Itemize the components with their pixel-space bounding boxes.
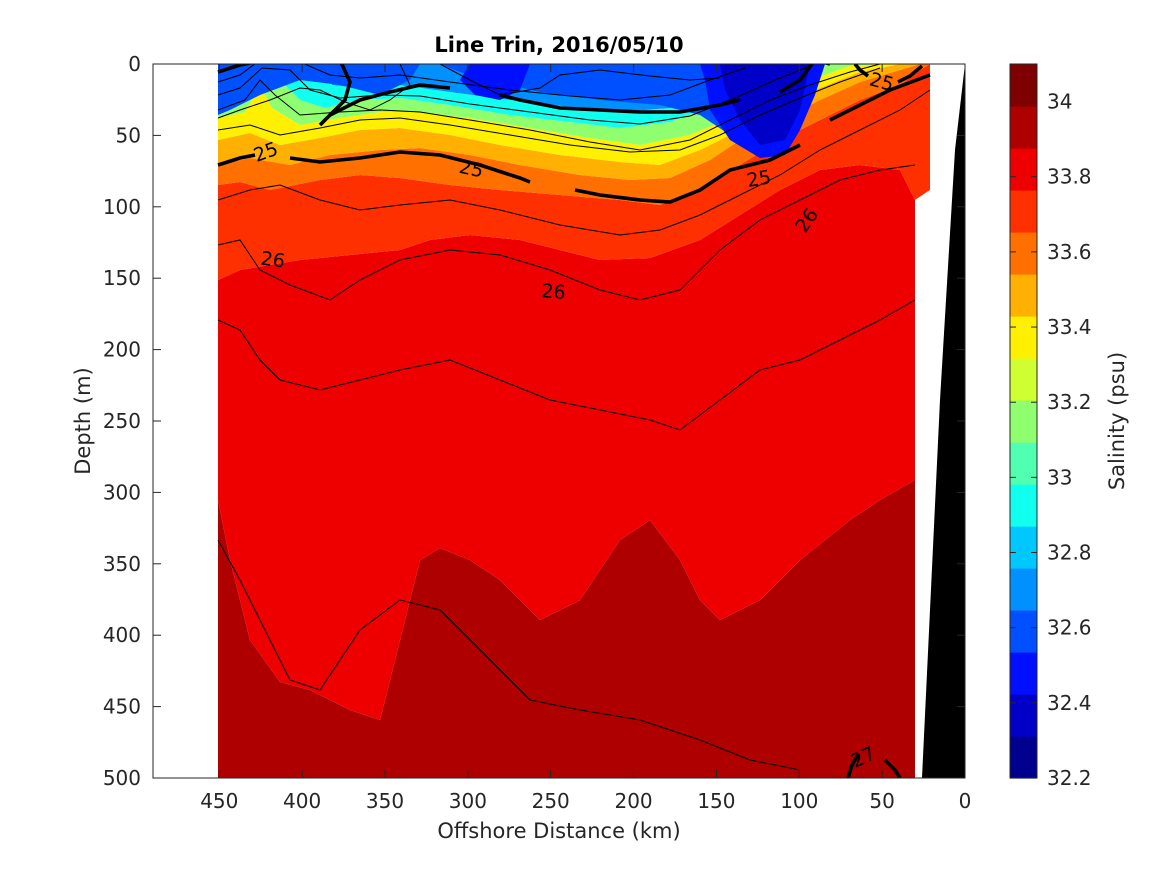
colorbar-swatch (1010, 274, 1037, 317)
contour-26-mid (289, 150, 531, 184)
salinity-band-32.2 (720, 64, 810, 145)
colorbar-tick-label: 32.6 (1047, 616, 1092, 640)
contour-label-25: 25 (457, 156, 485, 183)
salinity-band-34.0 (218, 480, 915, 778)
contour-label-25: 25 (745, 166, 773, 192)
plot-area: 25 25 25 25 26 26 26 27 (153, 64, 965, 778)
salinity-band-33.9 (218, 165, 915, 720)
colorbar-tick-label: 32.8 (1047, 541, 1092, 565)
contour-25-coast-east (897, 64, 924, 84)
y-tick-label: 250 (103, 409, 141, 433)
colorbar-tick-label: 33.8 (1047, 165, 1092, 189)
contour-27-east (883, 758, 902, 778)
y-tick-label: 200 (103, 338, 141, 362)
contour-26-west (217, 153, 256, 167)
contour-26-coast (829, 73, 931, 122)
colorbar-swatch (1010, 610, 1037, 653)
y-tick-label: 100 (103, 195, 141, 219)
y-axis: 0 50 100 150 200 250 300 350 400 450 500 (103, 52, 965, 790)
colorbar-tick-label: 33.6 (1047, 240, 1092, 264)
x-tick-label: 100 (780, 789, 818, 813)
colorbar-tick-label: 33.2 (1047, 390, 1092, 414)
colorbar-tick-label: 34 (1047, 90, 1072, 114)
x-axis: 450 400 350 300 250 200 150 100 50 0 (200, 64, 971, 813)
colorbar-swatch (1010, 106, 1037, 149)
x-tick-label: 450 (200, 789, 238, 813)
colorbar-swatch (1010, 526, 1037, 569)
colorbar-swatch (1010, 232, 1037, 275)
y-axis-label: Depth (m) (71, 367, 95, 474)
contour-26-east (574, 143, 801, 204)
contour-label-26: 26 (259, 247, 286, 272)
colorbar-tick-label: 33.4 (1047, 315, 1092, 339)
y-tick-label: 0 (128, 52, 141, 76)
colorbar-tick-label: 33 (1047, 465, 1072, 489)
salinity-band-33.7 (218, 64, 930, 205)
salinity-band-33.8 (218, 64, 930, 280)
colorbar-tick-label: 32.2 (1047, 766, 1092, 790)
x-tick-label: 0 (959, 789, 972, 813)
x-tick-label: 350 (366, 789, 404, 813)
x-axis-label: Offshore Distance (km) (437, 819, 680, 843)
contour-25-coast (779, 64, 830, 94)
colorbar-swatch (1010, 358, 1037, 401)
no-data-region-left (153, 64, 218, 778)
x-tick-label: 200 (614, 789, 652, 813)
bathymetry-shelf (922, 64, 965, 778)
bold-density-contours (217, 64, 931, 778)
colorbar-swatch (1010, 64, 1037, 107)
colorbar-frame (1009, 63, 1038, 779)
x-tick-label: 300 (449, 789, 487, 813)
y-tick-label: 350 (103, 552, 141, 576)
colorbar-swatch (1010, 190, 1037, 233)
contour-25-west (217, 64, 255, 74)
colorbar-swatch (1010, 400, 1037, 443)
colorbar-swatch (1010, 148, 1037, 191)
colorbar-swatch (1010, 442, 1037, 485)
chart-title: Line Trin, 2016/05/10 (434, 33, 683, 57)
y-tick-label: 300 (103, 480, 141, 504)
contour-label-26: 26 (541, 280, 567, 304)
salinity-band-33.5 (218, 64, 920, 180)
x-tick-label: 50 (869, 789, 894, 813)
colorbar-swatch (1010, 652, 1037, 695)
contour-25-east (499, 93, 741, 114)
x-tick-label: 400 (283, 789, 321, 813)
colorbar-swatch (1010, 568, 1037, 611)
colorbar-label: Salinity (psu) (1105, 352, 1129, 490)
colorbar-swatch (1010, 736, 1037, 779)
x-tick-label: 150 (697, 789, 735, 813)
colorbar-tick-label: 32.4 (1047, 691, 1092, 715)
colorbar-swatch (1010, 694, 1037, 737)
y-tick-label: 50 (116, 123, 141, 147)
contour-25-coast-top (853, 64, 870, 78)
contour-25-mid (329, 83, 451, 117)
y-tick-label: 500 (103, 766, 141, 790)
colorbar-swatch (1010, 316, 1037, 359)
contour-27 (846, 754, 860, 778)
colorbar: 32.2 32.4 32.6 32.8 33 33.2 33.4 33.6 33.8 34 (1009, 63, 1092, 790)
y-tick-label: 150 (103, 266, 141, 290)
x-tick-label: 250 (532, 789, 570, 813)
colorbar-swatch (1010, 484, 1037, 527)
salinity-band-32.5 (218, 64, 780, 150)
y-tick-label: 450 (103, 695, 141, 719)
thin-density-contours (217, 64, 931, 771)
y-tick-label: 400 (103, 623, 141, 647)
